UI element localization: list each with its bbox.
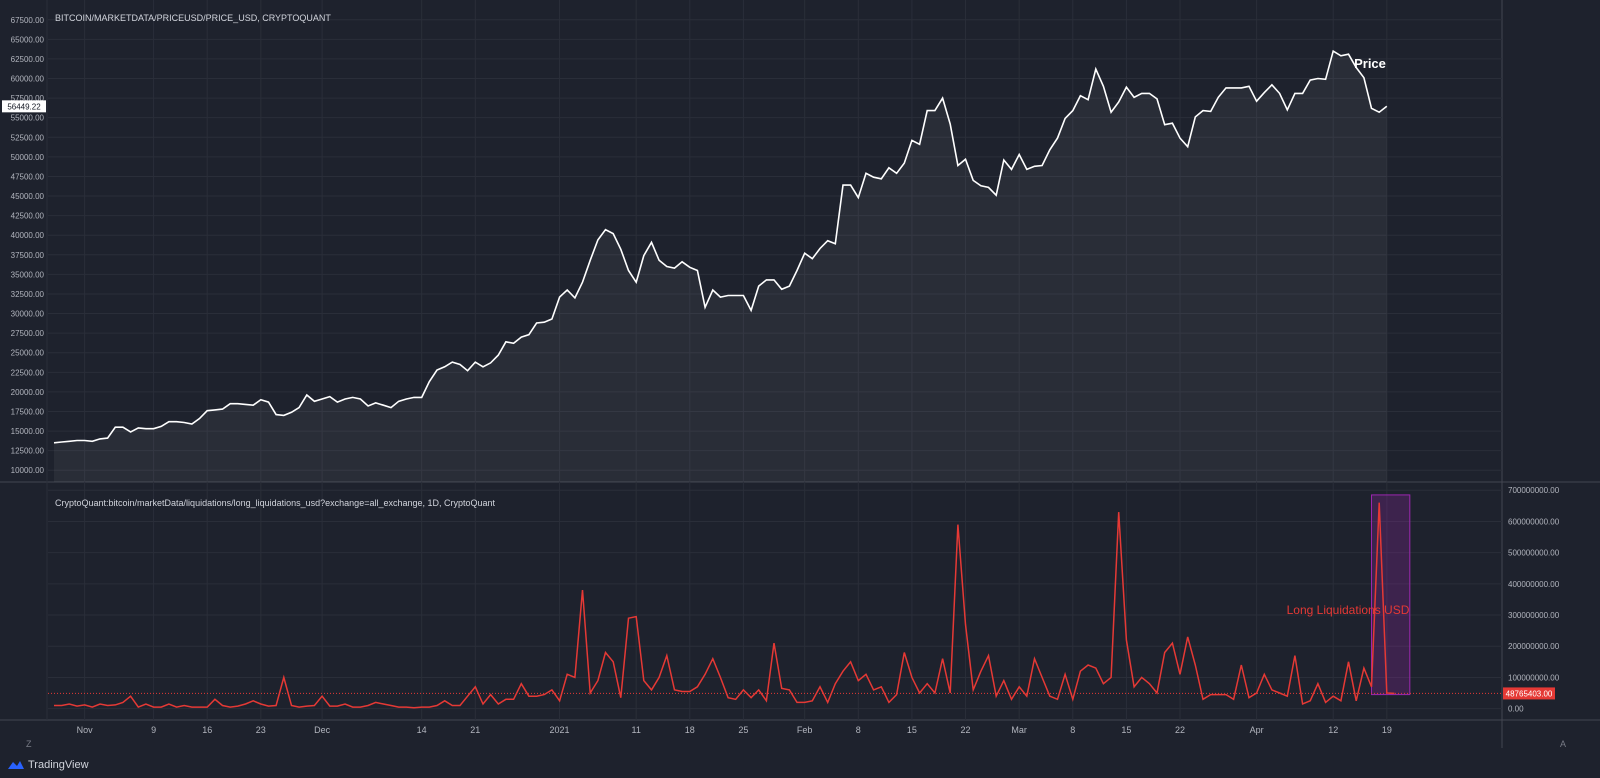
time-axis-label: Nov	[77, 725, 94, 735]
price-series-line	[53, 49, 1388, 444]
time-axis-label: 9	[151, 725, 156, 735]
tradingview-brand[interactable]: TradingView	[8, 759, 89, 771]
time-axis-label: 22	[961, 725, 971, 735]
price-last-value-label: 56449.22	[7, 102, 41, 111]
price-tick-label: 55000.00	[11, 114, 45, 123]
time-axis-label: 21	[470, 725, 480, 735]
price-last-value-tag	[2, 100, 46, 113]
time-axis-label: 18	[685, 725, 695, 735]
time-axis-label: 12	[1328, 725, 1338, 735]
time-axis-label: 19	[1382, 725, 1392, 735]
time-axis-label: 2021	[550, 725, 570, 735]
liquidations-tick-label: 600000000.00	[1508, 517, 1560, 526]
time-axis-label: 23	[256, 725, 266, 735]
price-tick-label: 22500.00	[11, 368, 45, 377]
price-tick-label: 30000.00	[11, 310, 45, 319]
price-tick-label: 40000.00	[11, 231, 45, 240]
timezone-button[interactable]: Z	[26, 739, 32, 749]
price-tick-label: 62500.00	[11, 55, 45, 64]
price-panel-title: BITCOIN/MARKETDATA/PRICEUSD/PRICE_USD, C…	[55, 13, 331, 23]
price-tick-label: 15000.00	[11, 427, 45, 436]
liquidations-series-line	[54, 502, 1395, 709]
liquidations-annotation: Long Liquidations USD	[1287, 603, 1410, 617]
price-tick-label: 32500.00	[11, 290, 45, 299]
liquidations-tick-label: 500000000.00	[1508, 549, 1560, 558]
price-tick-label: 17500.00	[11, 407, 45, 416]
price-tick-label: 37500.00	[11, 251, 45, 260]
price-tick-label: 47500.00	[11, 172, 45, 181]
time-axis-label: 22	[1175, 725, 1185, 735]
price-tick-label: 45000.00	[11, 192, 45, 201]
liquidations-tick-label: 300000000.00	[1508, 611, 1560, 620]
price-tick-label: 52500.00	[11, 133, 45, 142]
brand-name: TradingView	[28, 759, 89, 771]
time-axis-label: 8	[856, 725, 861, 735]
time-axis-label: 11	[631, 725, 640, 735]
time-axis-label: 15	[907, 725, 917, 735]
time-axis-label: 16	[202, 725, 212, 735]
price-tick-label: 50000.00	[11, 153, 45, 162]
time-axis-label: Mar	[1011, 725, 1027, 735]
price-tick-label: 27500.00	[11, 329, 45, 338]
price-tick-label: 20000.00	[11, 388, 45, 397]
time-axis-label: 25	[738, 725, 748, 735]
price-tick-label: 42500.00	[11, 212, 45, 221]
price-tick-label: 12500.00	[11, 447, 45, 456]
auto-scale-button[interactable]: A	[1560, 739, 1567, 749]
time-axis-label: 8	[1070, 725, 1075, 735]
time-axis-label: Feb	[797, 725, 813, 735]
liquidations-panel-title: CryptoQuant:bitcoin/marketData/liquidati…	[55, 498, 496, 508]
price-tick-label: 57500.00	[11, 94, 45, 103]
liquidations-tick-label: 400000000.00	[1508, 580, 1560, 589]
liquidations-tick-label: 100000000.00	[1508, 673, 1560, 682]
tradingview-logo-icon	[8, 761, 24, 769]
highlight-box	[1371, 494, 1411, 696]
price-tick-label: 25000.00	[11, 349, 45, 358]
liquidations-last-value-label: 48765403.00	[1506, 689, 1553, 698]
liquidations-last-value-tag	[1503, 687, 1555, 700]
price-area-fill	[54, 51, 1387, 482]
time-axis-label: 15	[1121, 725, 1131, 735]
price-annotation: Price	[1354, 56, 1386, 71]
price-tick-label: 35000.00	[11, 270, 45, 279]
time-axis-label: 14	[417, 725, 427, 735]
price-tick-label: 67500.00	[11, 16, 45, 25]
price-tick-label: 60000.00	[11, 75, 45, 84]
time-axis-label: Apr	[1250, 725, 1264, 735]
time-axis-label: Dec	[314, 725, 331, 735]
liquidations-tick-label: 0.00	[1508, 705, 1524, 714]
price-tick-label: 65000.00	[11, 35, 45, 44]
price-tick-label: 10000.00	[11, 466, 45, 475]
liquidations-tick-label: 200000000.00	[1508, 642, 1560, 651]
liquidations-tick-label: 700000000.00	[1508, 486, 1560, 495]
